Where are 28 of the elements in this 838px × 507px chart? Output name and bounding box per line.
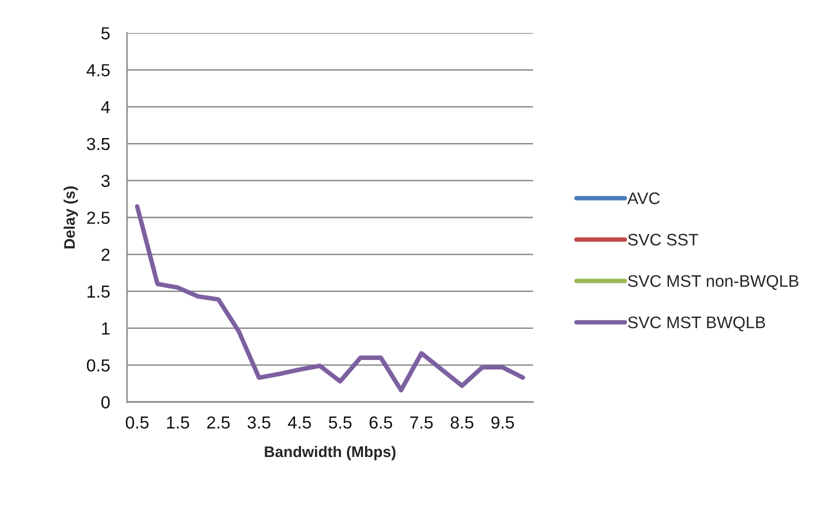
x-tick-label: 0.5 [126,416,149,429]
y-tick-label: 3 [101,174,110,188]
y-tick-label: 5 [101,27,110,40]
y-tick-label: 2.5 [87,212,110,224]
line-series [134,204,526,392]
x-tick-label: 5.5 [328,416,352,429]
y-tick-label: 4 [101,101,110,114]
y-tick-label: 2 [102,248,110,261]
legend-label: AVC [627,192,660,204]
y-tick-label: 4.5 [86,64,110,76]
x-axis-title: Bandwidth (Mbps) [264,446,396,460]
x-tick-label: 8.5 [450,416,474,429]
x-tick-label: 6.5 [370,416,392,429]
x-tick-label: 2.5 [207,416,230,429]
legend-label: SVC MST non-BWQLB [628,275,798,290]
legend-label: SVC MST BWQLB [628,316,766,332]
x-tick-label: 1.5 [167,416,190,429]
y-tick-label: 0 [101,396,110,408]
x-tick-label: 7.5 [410,416,433,429]
y-tick-label: 0.5 [86,359,110,372]
legend-label: SVC SST [628,234,698,246]
x-tick-label: 9.5 [491,416,514,429]
y-axis-title: Delay (s) [64,186,78,248]
y-tick-label: 1.5 [88,286,110,298]
y-tick-label: 1 [102,322,110,334]
x-tick-label: 4.5 [288,416,311,429]
x-tick-label: 3.5 [248,416,270,429]
y-tick-label: 3.5 [86,138,110,150]
